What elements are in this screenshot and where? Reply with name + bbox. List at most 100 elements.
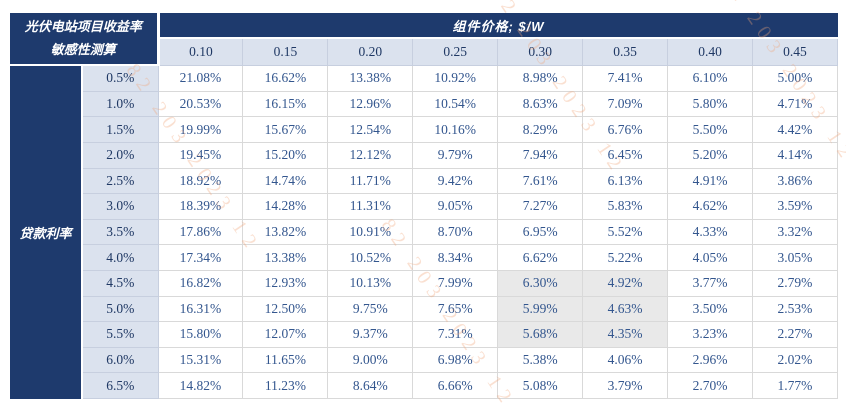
data-cell: 11.65% xyxy=(242,346,329,374)
column-header: 0.35 xyxy=(582,38,669,66)
column-header: 0.15 xyxy=(242,38,329,66)
table-row: 1.0% 20.53% 16.15% 12.96% 10.54% 8.63% 7.09% 5.… xyxy=(10,90,839,118)
data-cell: 4.92% xyxy=(582,269,669,297)
data-cell: 3.59% xyxy=(751,193,839,220)
data-cell: 13.38% xyxy=(327,64,414,92)
data-cell: 8.64% xyxy=(327,372,414,399)
data-cell: 8.34% xyxy=(412,244,499,271)
data-cell: 13.38% xyxy=(242,244,329,271)
data-cell: 16.31% xyxy=(157,295,244,323)
data-cell: 6.10% xyxy=(667,64,753,92)
data-cell: 2.53% xyxy=(751,295,839,323)
data-cell: 5.68% xyxy=(497,321,584,348)
data-cell: 7.41% xyxy=(582,64,669,92)
data-cell: 11.71% xyxy=(327,167,414,195)
data-cell: 18.92% xyxy=(157,167,244,195)
table-row: 2.0% 19.45% 15.20% 12.12% 9.79% 7.94% 6.45% 5.2… xyxy=(10,141,839,169)
data-cell: 4.14% xyxy=(751,141,839,169)
column-header: 0.45 xyxy=(751,38,839,66)
data-cell: 7.65% xyxy=(412,295,499,323)
table-row: 5.0% 16.31% 12.50% 9.75% 7.65% 5.99% 4.63% 3.50… xyxy=(10,295,839,323)
data-cell: 21.08% xyxy=(157,64,244,92)
row-label: 5.5% xyxy=(81,321,159,348)
data-cell: 7.09% xyxy=(582,90,669,118)
data-cell: 5.99% xyxy=(497,295,584,323)
row-group-header: 贷款利率 xyxy=(10,64,83,399)
data-cell: 8.29% xyxy=(497,116,584,143)
data-cell: 4.91% xyxy=(667,167,753,195)
data-cell: 16.15% xyxy=(242,90,329,118)
table-row: 1.5% 19.99% 15.67% 12.54% 10.16% 8.29% 6.76% 5.… xyxy=(10,116,839,143)
row-label: 2.0% xyxy=(81,141,159,169)
data-cell: 16.62% xyxy=(242,64,329,92)
row-label: 1.0% xyxy=(81,90,159,118)
table-row: 6.5% 14.82% 11.23% 8.64% 6.66% 5.08% 3.79% 2.70… xyxy=(10,372,839,399)
data-cell: 14.74% xyxy=(242,167,329,195)
data-cell: 15.20% xyxy=(242,141,329,169)
data-cell: 5.38% xyxy=(497,346,584,374)
data-cell: 10.13% xyxy=(327,269,414,297)
data-cell: 15.31% xyxy=(157,346,244,374)
data-cell: 3.50% xyxy=(667,295,753,323)
table-title-line1: 光伏电站项目收益率 xyxy=(24,19,142,35)
data-cell: 6.76% xyxy=(582,116,669,143)
row-label: 6.0% xyxy=(81,346,159,374)
data-cell: 6.13% xyxy=(582,167,669,195)
data-cell: 12.96% xyxy=(327,90,414,118)
data-cell: 12.12% xyxy=(327,141,414,169)
table-title: 光伏电站项目收益率 敏感性测算 xyxy=(10,13,160,66)
row-label: 4.5% xyxy=(81,269,159,297)
header-row-1: 光伏电站项目收益率 敏感性测算 组件价格; $/W xyxy=(10,13,838,66)
data-cell: 6.95% xyxy=(497,218,584,246)
data-cell: 2.79% xyxy=(751,269,839,297)
data-cell: 14.82% xyxy=(157,372,244,399)
data-cell: 2.96% xyxy=(667,346,753,374)
table-row: 5.5% 15.80% 12.07% 9.37% 7.31% 5.68% 4.35% 3.23… xyxy=(10,321,839,348)
table-row: 3.0% 18.39% 14.28% 11.31% 9.05% 7.27% 5.83% 4.6… xyxy=(10,193,839,220)
data-cell: 13.82% xyxy=(242,218,329,246)
data-cell: 3.05% xyxy=(751,244,839,271)
data-cell: 9.00% xyxy=(327,346,414,374)
data-cell: 16.82% xyxy=(157,269,244,297)
data-cell: 9.37% xyxy=(327,321,414,348)
data-cell: 15.67% xyxy=(242,116,329,143)
data-cell: 3.79% xyxy=(582,372,669,399)
row-label: 6.5% xyxy=(81,372,159,399)
row-label: 3.0% xyxy=(81,193,159,220)
data-cell: 4.35% xyxy=(582,321,669,348)
row-label: 0.5% xyxy=(81,64,159,92)
data-cell: 20.53% xyxy=(157,90,244,118)
data-cell: 4.33% xyxy=(667,218,753,246)
row-label: 2.5% xyxy=(81,167,159,195)
data-cell: 5.08% xyxy=(497,372,584,399)
row-label: 5.0% xyxy=(81,295,159,323)
row-label: 1.5% xyxy=(81,116,159,143)
table-row: 4.5% 16.82% 12.93% 10.13% 7.99% 6.30% 4.92% 3.7… xyxy=(10,269,839,297)
data-cell: 18.39% xyxy=(157,193,244,220)
data-cell: 9.75% xyxy=(327,295,414,323)
data-cell: 5.80% xyxy=(667,90,753,118)
data-cell: 14.28% xyxy=(242,193,329,220)
column-header-row: 0.10 0.15 0.20 0.25 0.30 0.35 0.40 0.45 xyxy=(10,38,839,66)
data-cell: 4.06% xyxy=(582,346,669,374)
data-cell: 19.45% xyxy=(157,141,244,169)
data-cell: 8.63% xyxy=(497,90,584,118)
data-cell: 12.07% xyxy=(242,321,329,348)
data-cell: 2.27% xyxy=(751,321,839,348)
data-cell: 7.94% xyxy=(497,141,584,169)
data-cell: 6.66% xyxy=(412,372,499,399)
data-cell: 5.22% xyxy=(582,244,669,271)
data-cell: 4.05% xyxy=(667,244,753,271)
data-cell: 10.16% xyxy=(412,116,499,143)
data-cell: 17.86% xyxy=(157,218,244,246)
data-cell: 3.77% xyxy=(667,269,753,297)
data-cell: 1.77% xyxy=(751,372,839,399)
column-header: 0.10 xyxy=(157,38,244,66)
data-cell: 6.45% xyxy=(582,141,669,169)
data-cell: 3.86% xyxy=(751,167,839,195)
data-cell: 10.52% xyxy=(327,244,414,271)
row-label: 3.5% xyxy=(81,218,159,246)
data-cell: 15.80% xyxy=(157,321,244,348)
data-cell: 3.32% xyxy=(751,218,839,246)
